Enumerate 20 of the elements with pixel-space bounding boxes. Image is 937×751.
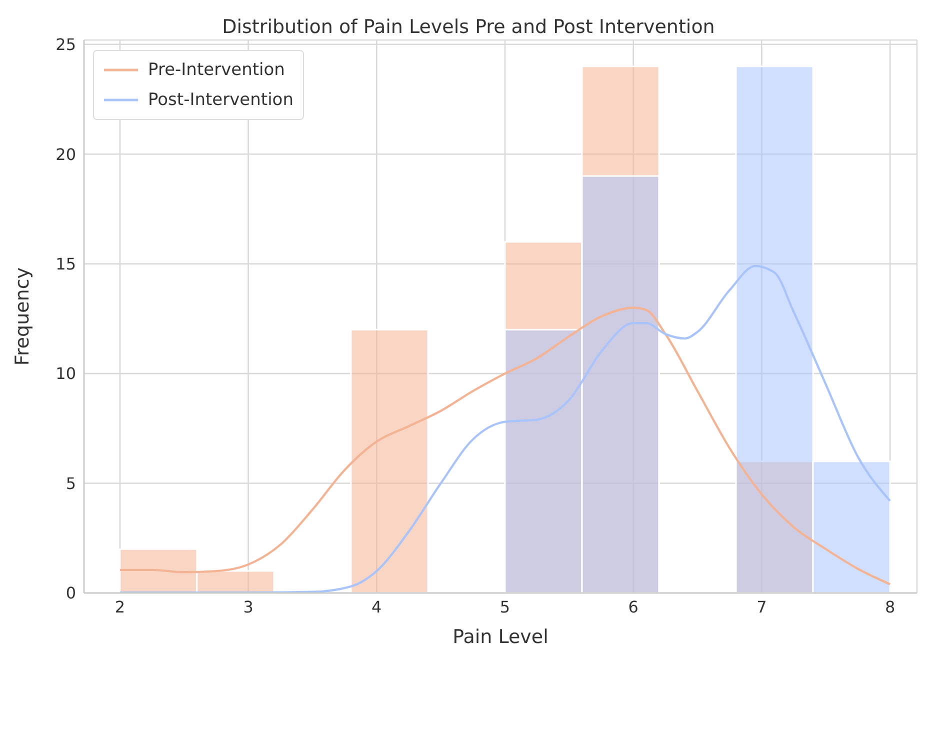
y-tick-label: 0 <box>66 584 76 603</box>
y-tick-label: 5 <box>66 474 76 493</box>
legend-label: Pre-Intervention <box>147 59 286 82</box>
chart-title: Distribution of Pain Levels Pre and Post Intervention <box>222 16 715 38</box>
line-series <box>118 306 892 586</box>
x-tick-label: 3 <box>243 597 254 616</box>
y-tick-label: 10 <box>56 364 76 384</box>
x-tick-label: 4 <box>372 597 382 616</box>
y-tick-label: 20 <box>56 144 76 164</box>
x-tick-label: 8 <box>884 597 896 616</box>
x-tick-label: 7 <box>756 597 767 616</box>
x-tick-label: 5 <box>500 597 510 616</box>
legend-label: Post-Intervention <box>147 89 294 112</box>
y-tick-label: 25 <box>56 35 76 54</box>
x-tick-label: 6 <box>628 597 638 616</box>
x-axis-title: Pain Level <box>452 626 548 648</box>
x-tick-label: 2 <box>114 597 126 616</box>
y-axis-title: Frequency <box>12 267 34 366</box>
y-tick-label: 15 <box>56 254 76 274</box>
line-series <box>118 264 892 593</box>
